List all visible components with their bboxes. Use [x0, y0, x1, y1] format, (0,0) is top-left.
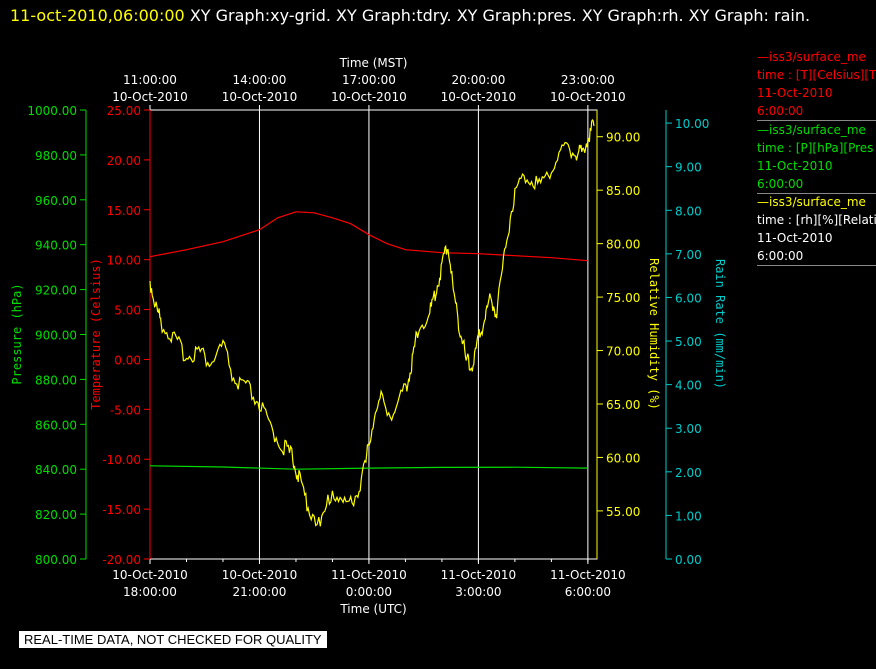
- temperature-tick-label: 20.00: [107, 154, 141, 168]
- rh-tick-label: 90.00: [606, 131, 640, 145]
- legend-temperature-variable: time : [T][Celsius][T: [757, 68, 876, 82]
- temperature-tick-label: 25.00: [107, 104, 141, 118]
- temperature-tick-label: -5.00: [110, 403, 141, 417]
- legend-entry-temperature[interactable]: —iss3/surface_me time : [T][Celsius][T 1…: [757, 48, 876, 121]
- bottom-tick-date: 11-Oct-2010: [331, 568, 407, 582]
- rain-tick-label: 1.00: [675, 509, 702, 523]
- temperature-tick-label: 15.00: [107, 204, 141, 218]
- rain-tick-label: 2.00: [675, 466, 702, 480]
- legend-entry-pressure[interactable]: —iss3/surface_me time : [P][hPa][Pres 11…: [757, 121, 876, 194]
- rh-tick-label: 65.00: [606, 398, 640, 412]
- rh-tick-label: 55.00: [606, 505, 640, 519]
- bottom-tick-time: 21:00:00: [233, 585, 287, 599]
- bottom-tick-time: 18:00:00: [123, 585, 177, 599]
- rain-tick-label: 5.00: [675, 335, 702, 349]
- pressure-axis-title: Pressure (hPa): [10, 283, 24, 384]
- legend-divider: [757, 193, 876, 194]
- pressure-tick-label: 940.00: [35, 239, 77, 253]
- legend-entry-rh[interactable]: —iss3/surface_me time : [rh][%][Relati 1…: [757, 193, 876, 266]
- temperature-tick-label: 10.00: [107, 254, 141, 268]
- rain-tick-label: 8.00: [675, 204, 702, 218]
- rain-tick-label: 3.00: [675, 422, 702, 436]
- rain-tick-label: 10.00: [675, 117, 709, 131]
- rain-tick-label: 0.00: [675, 553, 702, 567]
- legend-pressure-date: 11-Oct-2010: [757, 159, 833, 173]
- rh-series-line: [149, 118, 595, 527]
- bottom-tick-time: 6:00:00: [565, 585, 611, 599]
- quality-disclaimer: REAL-TIME DATA, NOT CHECKED FOR QUALITY: [19, 631, 327, 648]
- legend-rh-variable: time : [rh][%][Relati: [757, 213, 876, 227]
- legend-rh-name: —iss3/surface_me: [757, 195, 866, 209]
- legend-temperature-name: —iss3/surface_me: [757, 50, 866, 64]
- legend-divider: [757, 265, 876, 266]
- rain-tick-label: 6.00: [675, 291, 702, 305]
- top-tick-time: 23:00:00: [561, 73, 615, 87]
- bottom-axis-label: Time (UTC): [339, 602, 406, 616]
- temperature-tick-label: -15.00: [102, 503, 141, 517]
- pressure-tick-label: 920.00: [35, 284, 77, 298]
- graph-title: 11-oct-2010,06:00:00 XY Graph:xy-grid. X…: [10, 2, 860, 29]
- pressure-tick-label: 980.00: [35, 149, 77, 163]
- temperature-series-line: [149, 211, 588, 262]
- rain-tick-label: 7.00: [675, 248, 702, 262]
- top-tick-date: 10-Oct-2010: [441, 90, 517, 104]
- rain-tick-label: 9.00: [675, 161, 702, 175]
- title-graph-list: XY Graph:xy-grid. XY Graph:tdry. XY Grap…: [184, 6, 811, 25]
- pressure-tick-label: 900.00: [35, 329, 77, 343]
- bottom-tick-time: 0:00:00: [346, 585, 392, 599]
- bottom-tick-date: 11-Oct-2010: [550, 568, 626, 582]
- top-tick-time: 17:00:00: [342, 73, 396, 87]
- pressure-series-line: [149, 465, 588, 470]
- legend-pressure-name: —iss3/surface_me: [757, 123, 866, 137]
- top-axis-label: Time (MST): [339, 56, 408, 70]
- plot-frame: [149, 109, 598, 560]
- top-tick-date: 10-Oct-2010: [550, 90, 626, 104]
- legend-pressure-variable: time : [P][hPa][Pres: [757, 141, 874, 155]
- pressure-tick-label: 960.00: [35, 194, 77, 208]
- top-tick-date: 10-Oct-2010: [222, 90, 298, 104]
- top-tick-date: 10-Oct-2010: [331, 90, 407, 104]
- temperature-axis-title: Temperature (Celsius): [89, 258, 103, 410]
- title-date: 11-oct-2010,06:00:00: [10, 6, 185, 25]
- bottom-tick-time: 3:00:00: [455, 585, 501, 599]
- legend-pressure-time: 6:00:00: [757, 177, 804, 191]
- legend-divider: [757, 120, 876, 121]
- pressure-tick-label: 1000.00: [27, 104, 77, 118]
- rh-tick-label: 70.00: [606, 345, 640, 359]
- legend-temperature-date: 11-Oct-2010: [757, 86, 833, 100]
- pressure-tick-label: 800.00: [35, 553, 77, 567]
- legend-rh-date: 11-Oct-2010: [757, 231, 833, 245]
- rain-axis-title: Rain Rate (mm/min): [713, 259, 727, 389]
- legend-temperature-time: 6:00:00: [757, 104, 804, 118]
- bottom-tick-date: 11-Oct-2010: [441, 568, 517, 582]
- rh-tick-label: 80.00: [606, 238, 640, 252]
- top-tick-time: 11:00:00: [123, 73, 177, 87]
- top-tick-time: 20:00:00: [451, 73, 505, 87]
- rh-tick-label: 85.00: [606, 184, 640, 198]
- rh-tick-label: 60.00: [606, 451, 640, 465]
- bottom-tick-date: 10-Oct-2010: [222, 568, 298, 582]
- top-tick-date: 10-Oct-2010: [112, 90, 188, 104]
- rain-tick-label: 4.00: [675, 379, 702, 393]
- temperature-tick-label: 0.00: [114, 353, 141, 367]
- bottom-tick-date: 10-Oct-2010: [112, 568, 188, 582]
- pressure-tick-label: 860.00: [35, 418, 77, 432]
- temperature-tick-label: 5.00: [114, 304, 141, 318]
- rh-axis-title: Relative Humidity (%): [647, 258, 661, 410]
- top-tick-time: 14:00:00: [233, 73, 287, 87]
- pressure-tick-label: 840.00: [35, 463, 77, 477]
- temperature-tick-label: -20.00: [102, 553, 141, 567]
- pressure-tick-label: 880.00: [35, 373, 77, 387]
- legend-rh-time: 6:00:00: [757, 249, 804, 263]
- pressure-tick-label: 820.00: [35, 508, 77, 522]
- temperature-tick-label: -10.00: [102, 453, 141, 467]
- rh-tick-label: 75.00: [606, 291, 640, 305]
